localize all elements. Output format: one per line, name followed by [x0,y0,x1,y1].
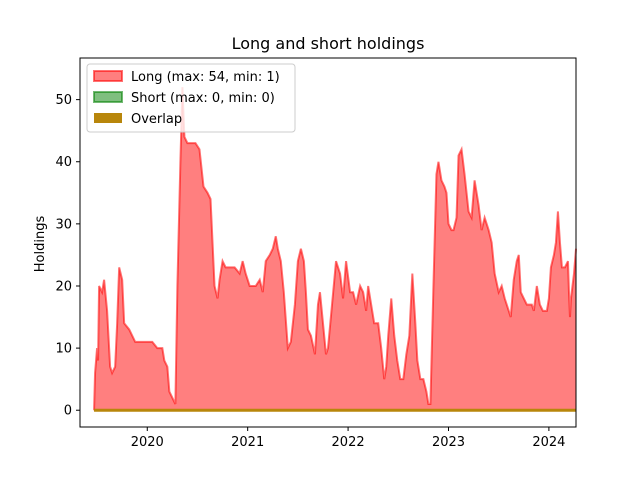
x-tick-label: 2021 [231,435,264,450]
series-0-area [94,87,576,411]
legend-swatch-0 [93,70,123,82]
legend-swatch-1 [93,91,123,103]
axes-frame [79,57,577,428]
y-axis-label: Holdings [33,216,48,273]
x-tick-label: 2022 [332,435,365,450]
legend: Long (max: 54, min: 1) Short (max: 0, min… [86,63,296,133]
x-tick-label: 2024 [532,435,565,450]
x-tick-label: 2023 [432,435,465,450]
legend-label-2: Overlap [131,112,182,127]
legend-label-1: Short (max: 0, min: 0) [131,91,275,106]
legend-box [86,63,296,133]
axis-ticks: 2020 2021 2022 2023 2024 0 10 20 30 40 50 [55,93,565,450]
legend-swatch-2 [94,113,122,123]
x-tick-label: 2020 [131,435,164,450]
y-tick-label: 20 [55,279,72,294]
y-tick-label: 50 [55,93,72,108]
series-0-line [93,87,577,411]
y-tick-label: 30 [55,217,72,232]
plot-area [93,87,577,412]
y-tick-label: 10 [55,342,72,357]
legend-label-0: Long (max: 54, min: 1) [131,70,280,85]
y-tick-label: 40 [55,155,72,170]
y-tick-label: 0 [64,404,72,419]
chart-title: Long and short holdings [232,34,425,53]
